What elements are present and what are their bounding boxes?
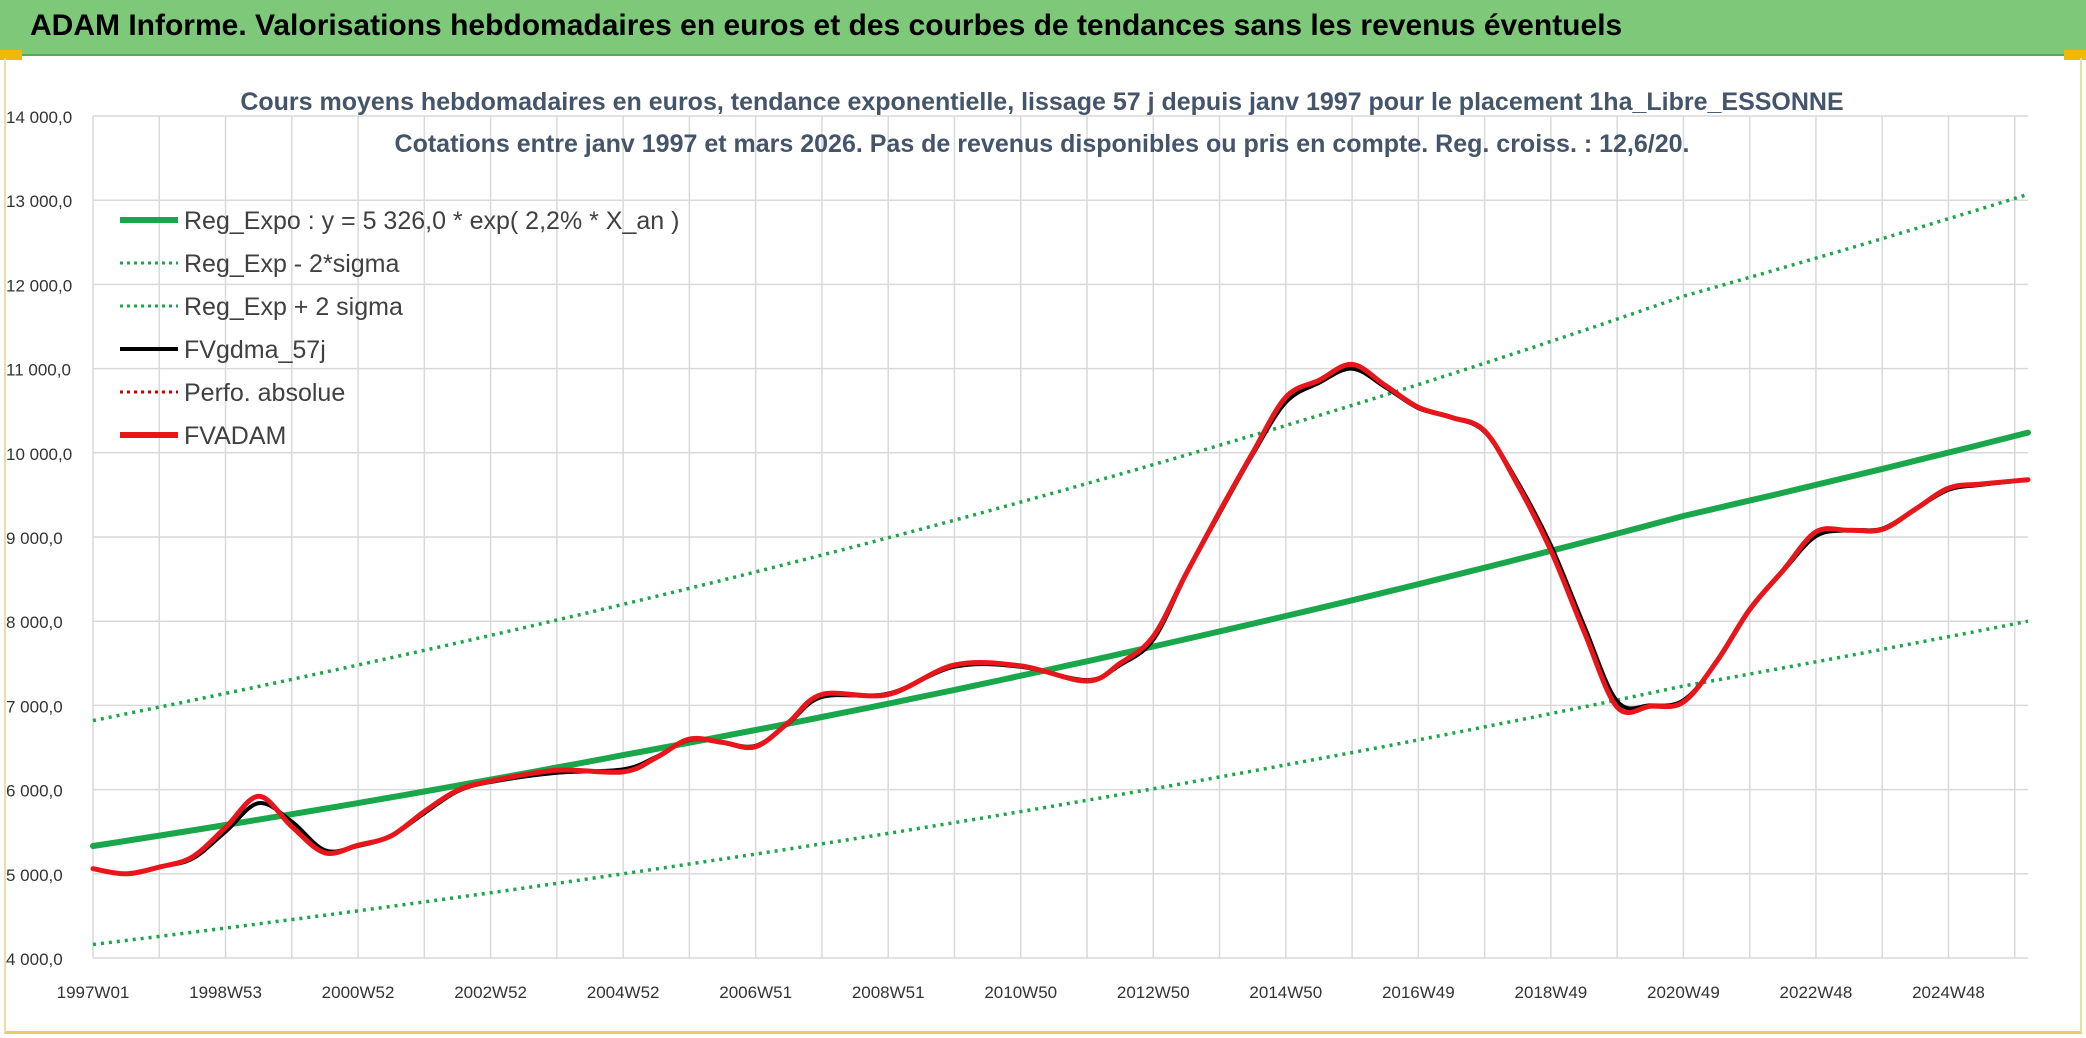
y-tick-label: 14 000,0 (6, 108, 72, 127)
legend-label: FVADAM (184, 422, 286, 450)
corner-marker-right (2064, 50, 2086, 60)
y-tick-label: 10 000,0 (6, 445, 72, 464)
series-layer (90, 192, 2031, 947)
x-tick-label: 1997W01 (57, 983, 130, 1002)
x-tick-label: 2020W49 (1647, 983, 1720, 1002)
series-fvadam (90, 361, 2031, 877)
x-tick-label: 2002W52 (454, 983, 527, 1002)
x-axis-tick-labels: 1997W01 1998W53 2000W52 2002W52 2004W52 2006W… (57, 983, 1985, 1002)
x-tick-label: 2012W50 (1117, 983, 1190, 1002)
legend-label: Reg_Exp - 2*sigma (184, 250, 399, 278)
y-tick-label: 6 000,0 (6, 782, 63, 801)
y-tick-label: 5 000,0 (6, 866, 63, 885)
y-tick-label: 7 000,0 (6, 697, 63, 716)
x-tick-label: 2018W49 (1514, 983, 1587, 1002)
x-tick-label: 1998W53 (189, 983, 262, 1002)
y-tick-label: 13 000,0 (6, 192, 72, 211)
legend-label: Reg_Expo : y = 5 326,0 * exp( 2,2% * X_a… (184, 207, 679, 235)
y-tick-label: 8 000,0 (6, 613, 63, 632)
chart-subtitle: Cotations entre janv 1997 et mars 2026. … (395, 130, 1690, 158)
y-tick-label: 9 000,0 (6, 529, 63, 548)
legend-label: FVgdma_57j (184, 336, 326, 364)
x-tick-label: 2024W48 (1912, 983, 1985, 1002)
x-tick-label: 2008W51 (852, 983, 925, 1002)
chart-title: Cours moyens hebdomadaires en euros, ten… (240, 88, 1843, 116)
series-reg-expo (90, 429, 2031, 849)
series-reg-exp-minus-2sigma (92, 619, 2029, 947)
series-reg-exp-plus-2sigma (92, 192, 2029, 723)
x-tick-label: 2004W52 (587, 983, 660, 1002)
x-tick-label: 2000W52 (322, 983, 395, 1002)
x-tick-label: 2016W49 (1382, 983, 1455, 1002)
y-tick-label: 11 000,0 (6, 361, 71, 380)
corner-marker-left (0, 50, 22, 60)
x-tick-label: 2022W48 (1780, 983, 1853, 1002)
x-tick-label: 2010W50 (984, 983, 1057, 1002)
page-title: ADAM Informe. Valorisations hebdomadaire… (30, 9, 1623, 42)
legend-label: Reg_Exp + 2 sigma (184, 293, 403, 321)
legend-label: Perfo. absolue (184, 379, 345, 407)
y-tick-label: 12 000,0 (6, 276, 72, 295)
x-tick-label: 2014W50 (1249, 983, 1322, 1002)
legend: Reg_Expo : y = 5 326,0 * exp( 2,2% * X_a… (120, 207, 679, 450)
y-tick-label: 4 000,0 (6, 950, 63, 969)
y-axis-tick-labels: 4 000,0 5 000,0 6 000,0 7 000,0 8 000,0 9 000… (6, 108, 72, 969)
header-banner: ADAM Informe. Valorisations hebdomadaire… (0, 0, 2086, 56)
grid-layer (92, 115, 2028, 959)
x-tick-label: 2006W51 (719, 983, 792, 1002)
chart-frame (4, 58, 2082, 1034)
